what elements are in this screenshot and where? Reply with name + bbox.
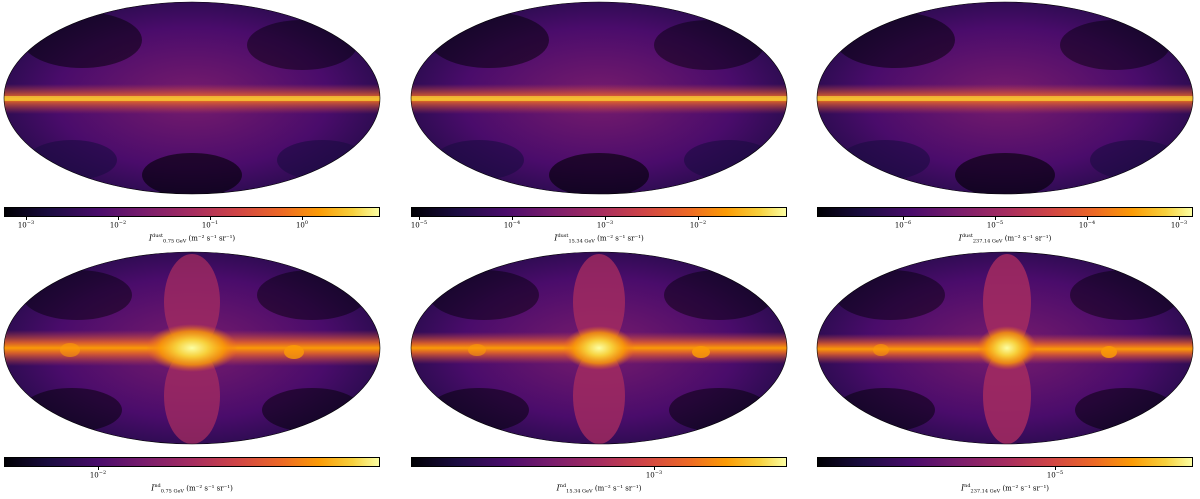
colorbar-tick: 10−6 <box>894 220 912 230</box>
colorbar-tick: 10−5 <box>986 220 1004 230</box>
sky-map-nd-0-75 <box>3 251 381 445</box>
panel-dust-237-14: 10−6 10−5 10−4 10−3 Idust237.14 GeV (m⁻²… <box>815 0 1195 249</box>
colorbar-tick: 10−3 <box>17 220 35 230</box>
colorbar-tick: 10−4 <box>1078 220 1096 230</box>
colorbar <box>4 457 380 467</box>
colorbar <box>411 207 787 217</box>
panel-dust-15-34: 10−5 10−4 10−3 10−2 Idust15.34 GeV (m⁻² … <box>409 0 789 249</box>
colorbar-label: Idust0.75 GeV (m⁻² s⁻¹ sr⁻¹) <box>148 233 236 245</box>
colorbar-tick: 100 <box>295 220 309 230</box>
colorbar <box>817 207 1193 217</box>
colorbar-tick: 10−2 <box>689 220 707 230</box>
colorbar-label: Ind0.75 GeV (m⁻² s⁻¹ sr⁻¹) <box>151 483 233 495</box>
colorbar-label: Ind15.34 GeV (m⁻² s⁻¹ sr⁻¹) <box>556 483 642 495</box>
panel-nd-0-75: 10−2 Ind0.75 GeV (m⁻² s⁻¹ sr⁻¹) <box>2 250 382 499</box>
colorbar-tick: 10−3 <box>1170 220 1188 230</box>
colorbar <box>817 457 1193 467</box>
colorbar-tick: 10−3 <box>596 220 614 230</box>
colorbar-tick: 10−5 <box>1046 470 1064 480</box>
sky-map-nd-15-34 <box>410 251 788 445</box>
colorbar-tick: 10−4 <box>503 220 521 230</box>
sky-map-dust-15-34 <box>410 1 788 195</box>
colorbar-tick: 10−2 <box>109 220 127 230</box>
colorbar-label: Ind237.14 GeV (m⁻² s⁻¹ sr⁻¹) <box>960 483 1050 495</box>
panel-nd-237-14: 10−5 Ind237.14 GeV (m⁻² s⁻¹ sr⁻¹) <box>815 250 1195 499</box>
colorbar-tick: 10−5 <box>410 220 428 230</box>
colorbar-label: Idust237.14 GeV (m⁻² s⁻¹ sr⁻¹) <box>958 233 1052 245</box>
colorbar-tick: 10−2 <box>89 470 107 480</box>
colorbar-tick: 10−3 <box>645 470 663 480</box>
sky-map-dust-237-14 <box>816 1 1194 195</box>
colorbar <box>411 457 787 467</box>
panel-nd-15-34: 10−3 Ind15.34 GeV (m⁻² s⁻¹ sr⁻¹) <box>409 250 789 499</box>
panel-dust-0-75: 10−3 10−2 10−1 100 Idust0.75 GeV (m⁻² s⁻… <box>2 0 382 249</box>
colorbar-tick: 10−1 <box>201 220 219 230</box>
sky-map-dust-0-75 <box>3 1 381 195</box>
sky-map-nd-237-14 <box>816 251 1194 445</box>
colorbar <box>4 207 380 217</box>
colorbar-label: Idust15.34 GeV (m⁻² s⁻¹ sr⁻¹) <box>554 233 644 245</box>
